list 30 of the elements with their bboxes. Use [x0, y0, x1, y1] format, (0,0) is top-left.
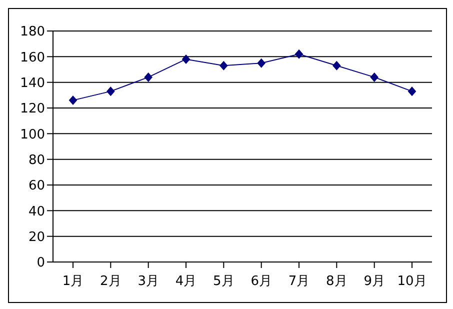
point	[370, 72, 378, 82]
point	[106, 86, 115, 96]
x-tick-label: 8月	[326, 274, 348, 290]
x-tick-label: 5月	[213, 274, 234, 290]
x-tick-label: 1月	[62, 274, 84, 290]
x-tick-label: 3月	[138, 274, 159, 290]
y-tick-label: 180	[20, 24, 45, 40]
x-tick-label: 7月	[288, 274, 310, 290]
point	[295, 50, 303, 59]
x-tick-label: 9月	[364, 274, 385, 290]
y-tick-label: 40	[28, 204, 45, 220]
point	[257, 58, 266, 68]
point	[182, 54, 190, 64]
x-tick-label: 2月	[100, 274, 122, 290]
y-tick-label: 140	[20, 76, 45, 91]
y-tick-label: 80	[28, 152, 45, 168]
x-tick-label: 10月	[397, 274, 427, 290]
y-tick-label: 0	[36, 256, 45, 271]
point	[144, 72, 152, 82]
point	[69, 96, 77, 105]
point	[332, 61, 341, 70]
y-tick-label: 100	[20, 127, 45, 142]
y-tick-label: 160	[20, 50, 45, 66]
x-tick-label: 6月	[250, 274, 272, 290]
y-tick-label: 120	[20, 102, 45, 117]
point	[220, 61, 228, 70]
y-tick-label: 60	[28, 178, 45, 194]
point	[408, 86, 416, 96]
x-tick-label: 4月	[175, 274, 197, 290]
y-tick-label: 20	[28, 230, 45, 245]
